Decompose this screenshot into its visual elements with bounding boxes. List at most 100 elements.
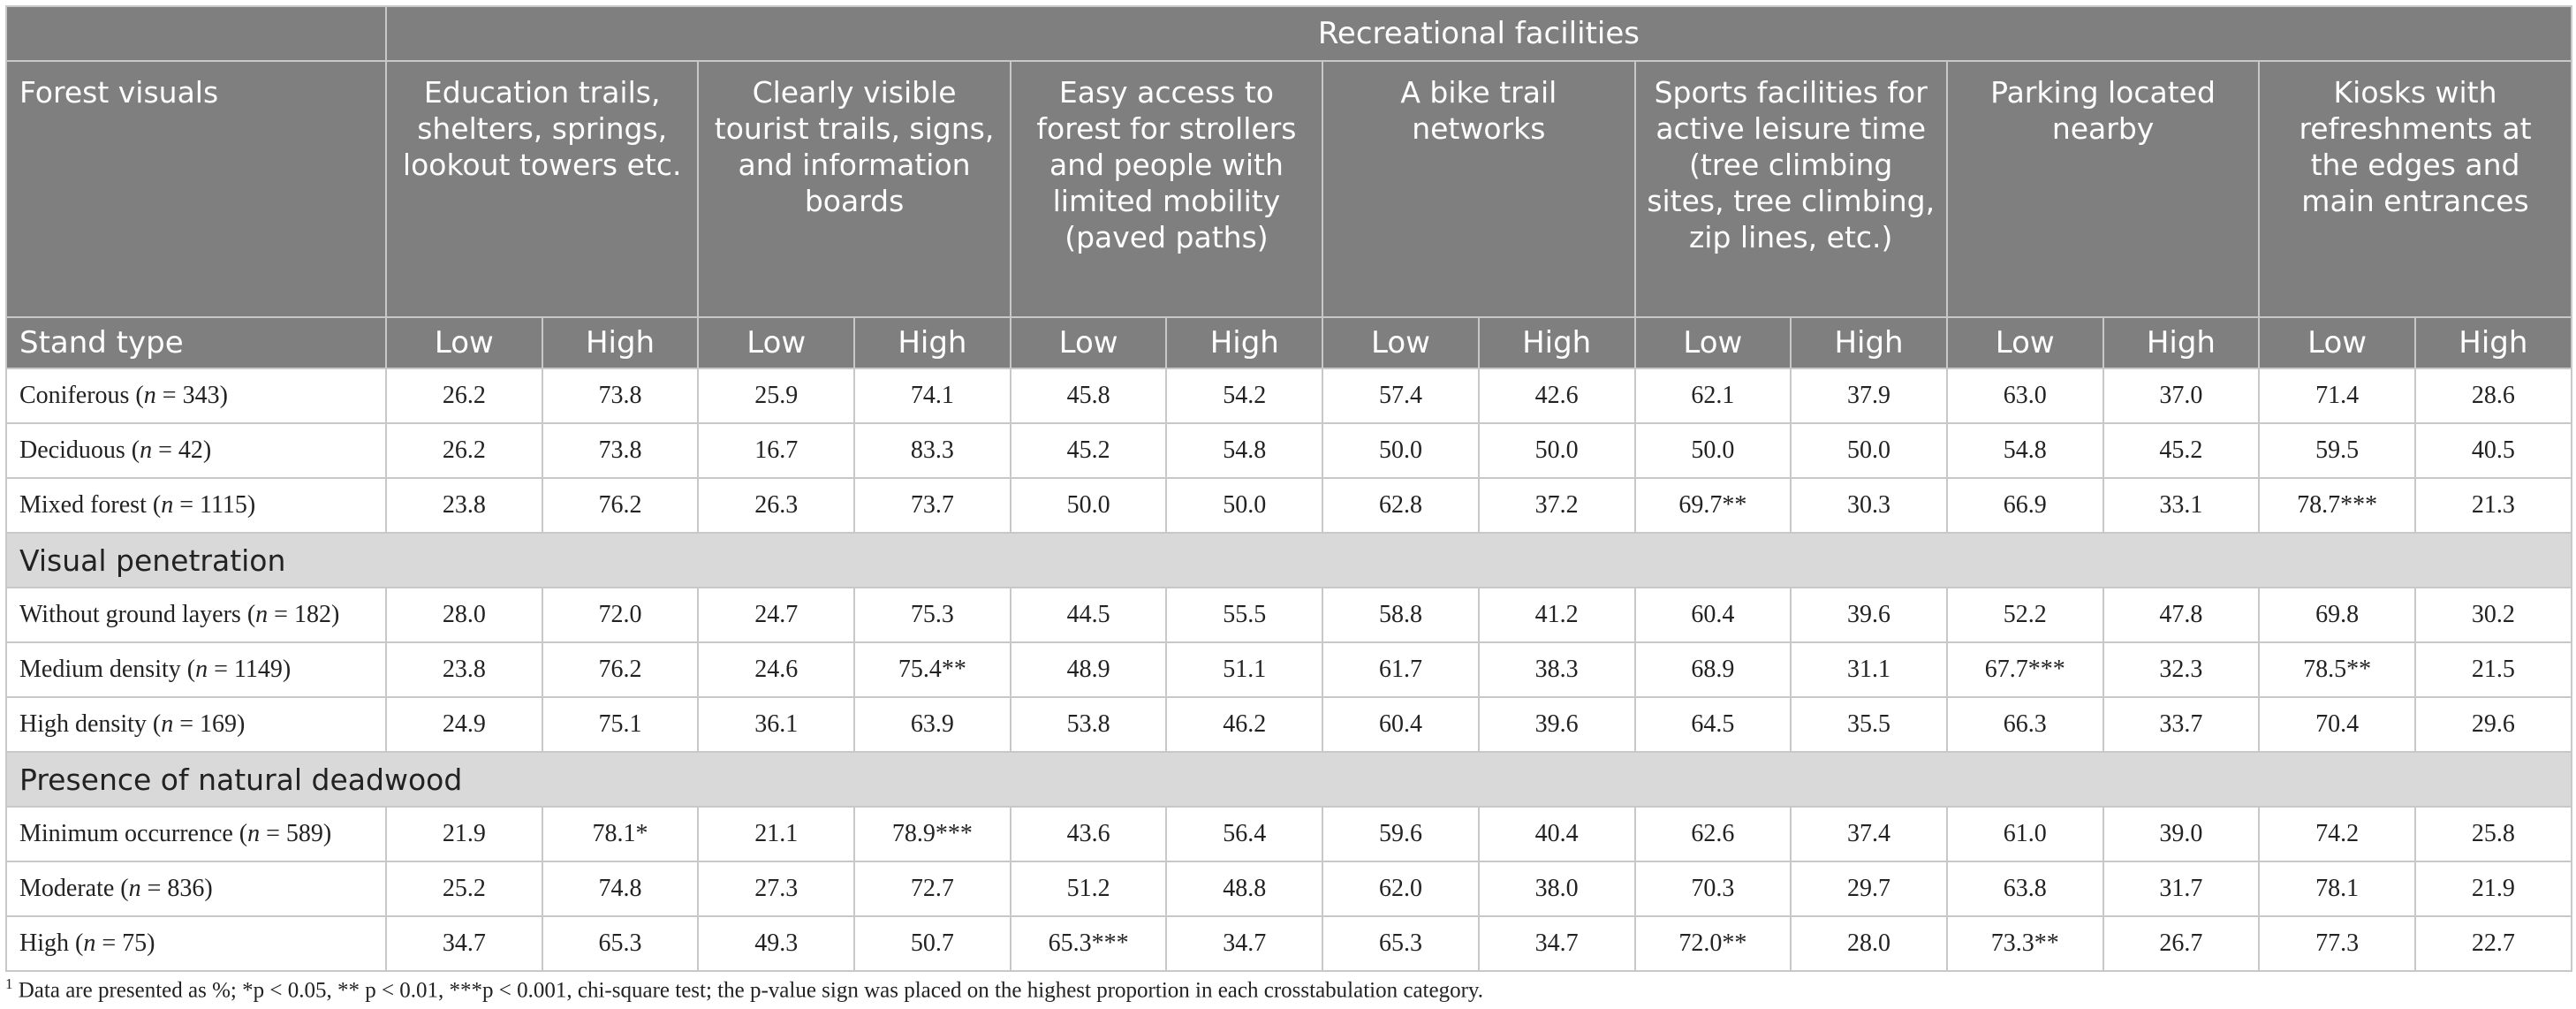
value-cell-high: 28.0 — [1790, 915, 1948, 972]
value-cell-low: 34.7 — [385, 915, 543, 972]
value-cell-low: 24.6 — [697, 641, 856, 698]
value-cell-low: 62.0 — [1322, 861, 1480, 917]
value-cell-high: 33.7 — [2102, 696, 2261, 753]
value-cell-low: 66.3 — [1945, 696, 2104, 753]
row-label: Moderate (n = 836) — [5, 861, 387, 917]
value-cell-low: 51.2 — [1009, 861, 1168, 917]
value-cell-high: 50.0 — [1477, 422, 1636, 479]
value-cell-high: 39.6 — [1477, 696, 1636, 753]
high-header: High — [1165, 316, 1324, 369]
value-cell-low: 58.8 — [1322, 587, 1480, 643]
value-cell-high: 73.7 — [853, 477, 1011, 534]
value-cell-high: 75.1 — [541, 696, 700, 753]
value-cell-low: 28.0 — [385, 587, 543, 643]
group-header: Recreational facilities — [385, 5, 2572, 62]
value-cell-low: 59.5 — [2258, 422, 2416, 479]
value-cell-high: 34.7 — [1477, 915, 1636, 972]
value-cell-low: 53.8 — [1009, 696, 1168, 753]
high-header: High — [1477, 316, 1636, 369]
row-label: Minimum occurrence (n = 589) — [5, 806, 387, 862]
low-header: Low — [2258, 316, 2416, 369]
table-body: Coniferous (n = 343) 26.2 73.8 25.9 74.1 45.8… — [5, 368, 2572, 972]
value-cell-low: 23.8 — [385, 477, 543, 534]
value-cell-low: 62.1 — [1633, 368, 1792, 424]
value-cell-high: 74.1 — [853, 368, 1011, 424]
value-cell-low: 26.2 — [385, 368, 543, 424]
value-cell-low: 66.9 — [1945, 477, 2104, 534]
value-cell-high: 50.7 — [853, 915, 1011, 972]
value-cell-low: 63.0 — [1945, 368, 2104, 424]
value-cell-high: 29.7 — [1790, 861, 1948, 917]
low-header: Low — [385, 316, 543, 369]
value-cell-high: 33.1 — [2102, 477, 2261, 534]
value-cell-low: 45.2 — [1009, 422, 1168, 479]
value-cell-low: 64.5 — [1633, 696, 1792, 753]
value-cell-low: 78.1 — [2258, 861, 2416, 917]
value-cell-high: 55.5 — [1165, 587, 1324, 643]
value-cell-high: 72.0 — [541, 587, 700, 643]
value-cell-low: 61.7 — [1322, 641, 1480, 698]
value-cell-low: 23.8 — [385, 641, 543, 698]
value-cell-low: 50.0 — [1009, 477, 1168, 534]
value-cell-high: 73.8 — [541, 368, 700, 424]
value-cell-low: 78.5** — [2258, 641, 2416, 698]
value-cell-high: 51.1 — [1165, 641, 1324, 698]
value-cell-high: 48.8 — [1165, 861, 1324, 917]
high-header: High — [853, 316, 1011, 369]
results-table-container: Recreational facilities Forest visuals E… — [5, 5, 2572, 972]
facility-header: Education trails, shelters, springs, loo… — [384, 60, 700, 318]
value-cell-high: 42.6 — [1477, 368, 1636, 424]
value-cell-high: 22.7 — [2413, 915, 2572, 972]
facility-header: Parking located nearby — [1945, 60, 2261, 318]
low-header: Low — [1009, 316, 1168, 369]
row-label-text: Deciduous ( — [19, 436, 140, 464]
value-cell-low: 74.2 — [2258, 806, 2416, 862]
row-label: Coniferous (n = 343) — [5, 368, 387, 424]
crosstab-table: Recreational facilities Forest visuals E… — [5, 5, 2572, 972]
value-cell-low: 69.8 — [2258, 587, 2416, 643]
value-cell-low: 52.2 — [1945, 587, 2104, 643]
facility-header: Kiosks with refreshments at the edges an… — [2258, 60, 2572, 318]
value-cell-low: 62.8 — [1322, 477, 1480, 534]
value-cell-high: 39.0 — [2102, 806, 2261, 862]
value-cell-low: 25.9 — [697, 368, 856, 424]
section-title: Visual penetration — [5, 532, 2572, 588]
value-cell-high: 31.1 — [1790, 641, 1948, 698]
value-cell-high: 37.9 — [1790, 368, 1948, 424]
value-cell-high: 56.4 — [1165, 806, 1324, 862]
section-title: Presence of natural deadwood — [5, 751, 2572, 808]
value-cell-low: 77.3 — [2258, 915, 2416, 972]
value-cell-low: 26.3 — [697, 477, 856, 534]
value-cell-low: 67.7*** — [1945, 641, 2104, 698]
high-header: High — [541, 316, 700, 369]
value-cell-high: 65.3 — [541, 915, 700, 972]
value-cell-high: 50.0 — [1790, 422, 1948, 479]
value-cell-low: 57.4 — [1322, 368, 1480, 424]
low-header: Low — [697, 316, 856, 369]
value-cell-low: 21.9 — [385, 806, 543, 862]
group-header-row: Recreational facilities — [5, 5, 2572, 62]
value-cell-low: 68.9 — [1633, 641, 1792, 698]
value-cell-high: 72.7 — [853, 861, 1011, 917]
value-cell-low: 45.8 — [1009, 368, 1168, 424]
row-sample-size: 1149 — [233, 656, 283, 683]
value-cell-low: 65.3 — [1322, 915, 1480, 972]
value-cell-low: 21.1 — [697, 806, 856, 862]
value-cell-low: 63.8 — [1945, 861, 2104, 917]
row-label: Mixed forest (n = 1115) — [5, 477, 387, 534]
value-cell-high: 75.3 — [853, 587, 1011, 643]
corner-label: Forest visuals — [5, 60, 387, 318]
value-cell-high: 76.2 — [541, 477, 700, 534]
value-cell-high: 73.8 — [541, 422, 700, 479]
high-header: High — [2413, 316, 2572, 369]
low-header: Low — [1633, 316, 1792, 369]
row-sample-size: 343 — [182, 382, 220, 409]
level-header-label: Stand type — [5, 316, 387, 369]
facility-header: Clearly visible tourist trails, signs, a… — [697, 60, 1011, 318]
value-cell-low: 25.2 — [385, 861, 543, 917]
value-cell-low: 24.9 — [385, 696, 543, 753]
value-cell-high: 31.7 — [2102, 861, 2261, 917]
value-cell-high: 37.4 — [1790, 806, 1948, 862]
value-cell-low: 43.6 — [1009, 806, 1168, 862]
value-cell-low: 65.3*** — [1009, 915, 1168, 972]
